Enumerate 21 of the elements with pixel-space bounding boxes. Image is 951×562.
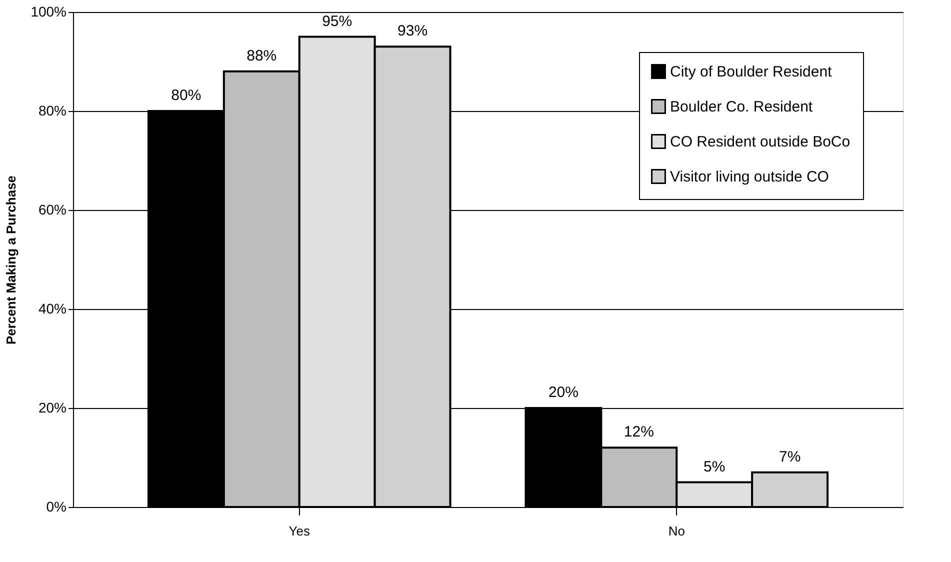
y-axis-title: Percent Making a Purchase — [4, 175, 19, 345]
y-tick-label: 0% — [46, 498, 66, 514]
x-tick-label: No — [668, 524, 685, 538]
legend-label: CO Resident outside BoCo — [670, 134, 850, 150]
text: 20% — [548, 384, 578, 401]
text: 93% — [398, 22, 428, 40]
y-tick-label: 100% — [30, 4, 66, 20]
legend-label: Boulder Co. Resident — [670, 98, 814, 116]
y-tick-label: 80% — [38, 102, 66, 118]
text: 95% — [322, 12, 352, 30]
y-tick-label: 60% — [38, 202, 66, 218]
y-tick-label: 40% — [38, 300, 66, 316]
text: 80% — [171, 87, 202, 104]
text: 12% — [624, 424, 654, 441]
text: 5% — [704, 458, 726, 476]
y-tick-label: 20% — [38, 400, 66, 416]
text: 88% — [246, 47, 277, 64]
legend-label: Visitor living outside CO — [670, 168, 829, 186]
x-tick-label: Yes — [288, 524, 310, 538]
legend-label: City of Boulder Resident — [670, 64, 833, 80]
text: 7% — [778, 448, 801, 466]
